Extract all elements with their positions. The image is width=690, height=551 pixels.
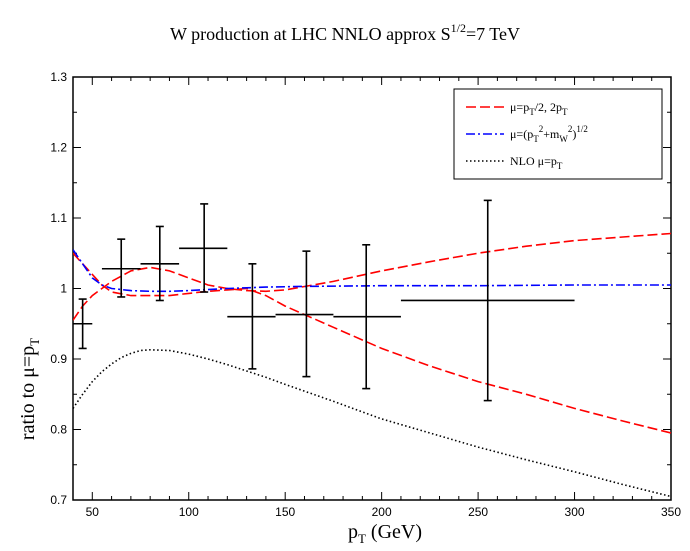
- x-axis-title: pT (GeV): [348, 521, 422, 546]
- legend-label-part: 2: [568, 124, 573, 134]
- series-line-1: [73, 252, 671, 434]
- legend-label: μ=(pT2+mW2)1/2: [510, 124, 588, 144]
- legend-label-part: W: [559, 134, 568, 144]
- x-axis-title-tail: (GeV): [366, 521, 422, 543]
- legend-label-part: 2: [539, 124, 544, 134]
- y-axis-title-base: ratio to μ=p: [17, 346, 39, 440]
- x-axis-title-sub: T: [358, 531, 366, 546]
- x-tick-label: 200: [372, 505, 392, 519]
- series-line-3: [73, 348, 671, 498]
- chart-title-tail: =7 TeV: [466, 24, 520, 44]
- y-tick-label: 1.1: [50, 211, 67, 225]
- legend-label-part: NLO μ=p: [510, 154, 557, 168]
- series-line-2: [73, 249, 671, 293]
- legend-label-part: μ=p: [510, 100, 529, 114]
- y-tick-label: 1.2: [50, 141, 67, 155]
- series-group: [73, 199, 671, 498]
- x-tick-label: 300: [565, 505, 585, 519]
- x-tick-label: 250: [468, 505, 488, 519]
- y-tick-label: 0.8: [50, 423, 67, 437]
- y-tick-label: 0.7: [50, 493, 67, 507]
- x-tick-label: 350: [661, 505, 681, 519]
- y-axis-title: ratio to μ=pT: [17, 338, 42, 440]
- legend-label-part: ): [572, 127, 576, 141]
- y-tick-label: 1.3: [50, 70, 67, 84]
- chart-title-sup: 1/2: [451, 21, 466, 35]
- legend-label-part: T: [562, 107, 568, 117]
- legend-label-part: T: [557, 161, 563, 171]
- legend-label-part: μ=(p: [510, 127, 533, 141]
- y-tick-label: 1: [60, 282, 67, 296]
- plot-area: 50 100 150 200 250 300 350 0.7 0.8 0.9 1 1.1 1.2 1.3: [50, 70, 681, 519]
- x-tick-label: 50: [86, 505, 100, 519]
- legend-label-part: +m: [543, 127, 560, 141]
- x-axis-title-base: p: [348, 521, 358, 543]
- legend-label-part: T: [529, 107, 535, 117]
- y-axis-title-sub: T: [27, 338, 42, 346]
- legend-label: μ=pT/2, 2pT: [510, 100, 568, 117]
- legend-label-part: T: [533, 134, 539, 144]
- series-line-0: [73, 232, 671, 321]
- legend-label: NLO μ=pT: [510, 154, 563, 171]
- chart-title-main: W production at LHC NNLO approx S: [170, 24, 451, 44]
- x-tick-label: 150: [275, 505, 295, 519]
- chart-title: W production at LHC NNLO approx S1/2=7 T…: [170, 21, 520, 44]
- x-tick-label: 100: [179, 505, 199, 519]
- legend-label-part: 1/2: [576, 124, 588, 134]
- y-tick-label: 0.9: [50, 352, 67, 366]
- legend-label-part: /2, 2p: [535, 100, 562, 114]
